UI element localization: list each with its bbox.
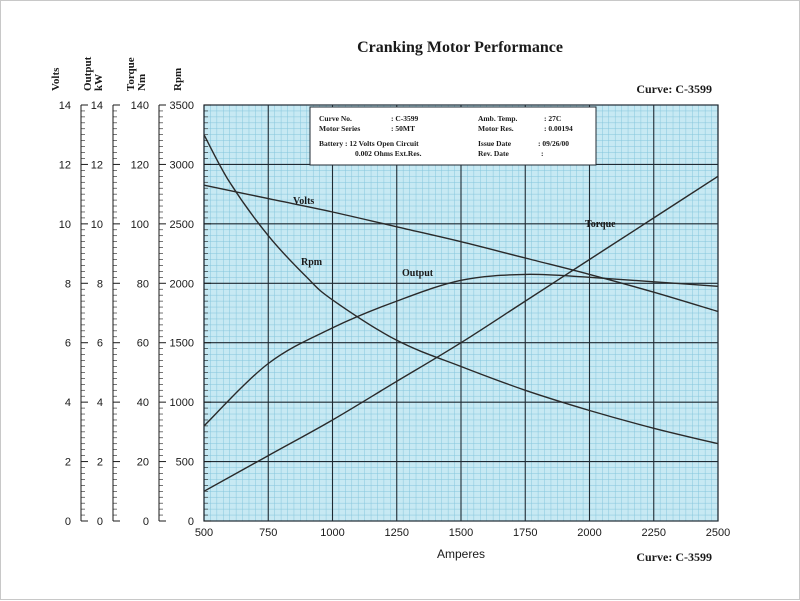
- y-tick-label: 14: [59, 100, 71, 112]
- y-tick-label: 0: [65, 516, 71, 528]
- info-motor-res-value: : 0.00194: [544, 124, 573, 133]
- y-axis-title-line: Output: [82, 56, 94, 91]
- y-axis-title-line: Torque: [125, 57, 137, 91]
- series-label-output: Output: [402, 268, 434, 279]
- series-line-rpm: [204, 134, 718, 445]
- y-tick-label: 3000: [170, 159, 194, 171]
- y-axis-title-line: Nm: [136, 74, 148, 91]
- y-tick-label: 2: [97, 457, 103, 469]
- info-issue-date-label: Issue Date: [478, 139, 512, 148]
- series-line-volts: [204, 184, 718, 313]
- y-tick-label: 3500: [170, 100, 194, 112]
- y-tick-label: 2500: [170, 219, 194, 231]
- y-tick-label: 8: [97, 278, 103, 290]
- curve-code-bottom: Curve: C-3599: [636, 550, 712, 564]
- curve-code-top: Curve: C-3599: [636, 82, 712, 96]
- info-amb-temp-value: : 27C: [544, 114, 561, 123]
- y-tick-label: 10: [59, 219, 71, 231]
- y-axes: 0 2 4 6 8 10 12 14 Volts 0 2 4 6 8 10 12 14 OutputkW 0 20 40…: [50, 56, 211, 528]
- info-box-frame: [309, 106, 597, 166]
- y-tick-label: 2: [65, 457, 71, 469]
- curves: [204, 134, 718, 492]
- y-tick-label: 12: [91, 159, 103, 171]
- y-axis-output: 0 2 4 6 8 10 12 14 OutputkW: [82, 56, 120, 528]
- major-grid: [203, 104, 719, 522]
- info-motor-series-label: Motor Series: [319, 124, 360, 133]
- y-axis-title-rpm: Rpm: [172, 68, 184, 91]
- x-tick-label: 750: [259, 527, 277, 539]
- y-tick-label: 6: [65, 338, 71, 350]
- y-tick-label: 100: [131, 219, 149, 231]
- x-tick-label: 1500: [449, 527, 473, 539]
- x-axis-label: Amperes: [437, 547, 485, 561]
- y-tick-label: 6: [97, 338, 103, 350]
- series-line-output: [204, 273, 718, 427]
- chart-title: Cranking Motor Performance: [357, 39, 563, 56]
- info-ext-res: 0.002 Ohms Ext.Res.: [355, 149, 422, 158]
- y-tick-label: 12: [59, 159, 71, 171]
- series-line-torque: [204, 175, 718, 492]
- y-axis-title-line: kW: [93, 74, 105, 91]
- y-tick-label: 60: [137, 338, 149, 350]
- y-tick-label: 8: [65, 278, 71, 290]
- y-tick-label: 14: [91, 100, 103, 112]
- info-rev-date-label: Rev. Date: [478, 149, 509, 158]
- y-tick-label: 10: [91, 219, 103, 231]
- y-axis-title-output: OutputkW: [82, 56, 105, 91]
- x-tick-label: 1750: [513, 527, 537, 539]
- info-battery: Battery : 12 Volts Open Circuit: [319, 139, 419, 148]
- series-label-rpm: Rpm: [301, 257, 323, 268]
- info-issue-date-value: : 09/26/00: [538, 139, 569, 148]
- series-label-volts: Volts: [293, 196, 314, 207]
- info-motor-series-value: : 50MT: [391, 124, 415, 133]
- y-tick-label: 0: [97, 516, 103, 528]
- y-tick-label: 120: [131, 159, 149, 171]
- info-amb-temp-label: Amb. Temp.: [478, 114, 518, 123]
- x-tick-label: 1000: [320, 527, 344, 539]
- y-axis-title-line: Volts: [50, 67, 62, 91]
- info-curve-no-label: Curve No.: [319, 114, 352, 123]
- x-tick-label: 2250: [642, 527, 666, 539]
- x-tick-label: 500: [195, 527, 213, 539]
- y-axis-title-line: Rpm: [172, 68, 184, 91]
- y-axis-volts: 0 2 4 6 8 10 12 14 Volts: [50, 67, 88, 528]
- y-tick-label: 1500: [170, 338, 194, 350]
- y-tick-label: 140: [131, 100, 149, 112]
- info-curve-no-value: : C-3599: [391, 114, 419, 123]
- y-tick-label: 0: [188, 516, 194, 528]
- y-tick-label: 0: [143, 516, 149, 528]
- y-tick-label: 20: [137, 457, 149, 469]
- x-axis-ticks: 500 750 1000 1250 1500 1750 2000 2250 2500: [195, 527, 730, 539]
- info-motor-res-label: Motor Res.: [478, 124, 514, 133]
- y-tick-label: 1000: [170, 397, 194, 409]
- y-axis-title-torque: TorqueNm: [125, 57, 148, 91]
- x-tick-label: 2500: [706, 527, 730, 539]
- y-tick-label: 4: [97, 397, 103, 409]
- y-tick-label: 500: [176, 457, 194, 469]
- info-rev-date-value: :: [541, 149, 544, 158]
- y-tick-label: 40: [137, 397, 149, 409]
- y-axis-torque: 0 20 40 60 80 100 120 140 TorqueNm: [125, 57, 166, 528]
- series-label-torque: Torque: [585, 219, 616, 230]
- y-axis-rpm: 0 500 1000 1500 2000 2500 3000 3500 Rpm: [170, 68, 211, 528]
- y-tick-label: 2000: [170, 278, 194, 290]
- x-tick-label: 2000: [577, 527, 601, 539]
- x-tick-label: 1250: [385, 527, 409, 539]
- info-box: Curve No. : C-3599 Amb. Temp. : 27C Moto…: [309, 106, 597, 166]
- y-axis-title-volts: Volts: [50, 67, 62, 91]
- y-tick-label: 4: [65, 397, 71, 409]
- y-tick-label: 80: [137, 278, 149, 290]
